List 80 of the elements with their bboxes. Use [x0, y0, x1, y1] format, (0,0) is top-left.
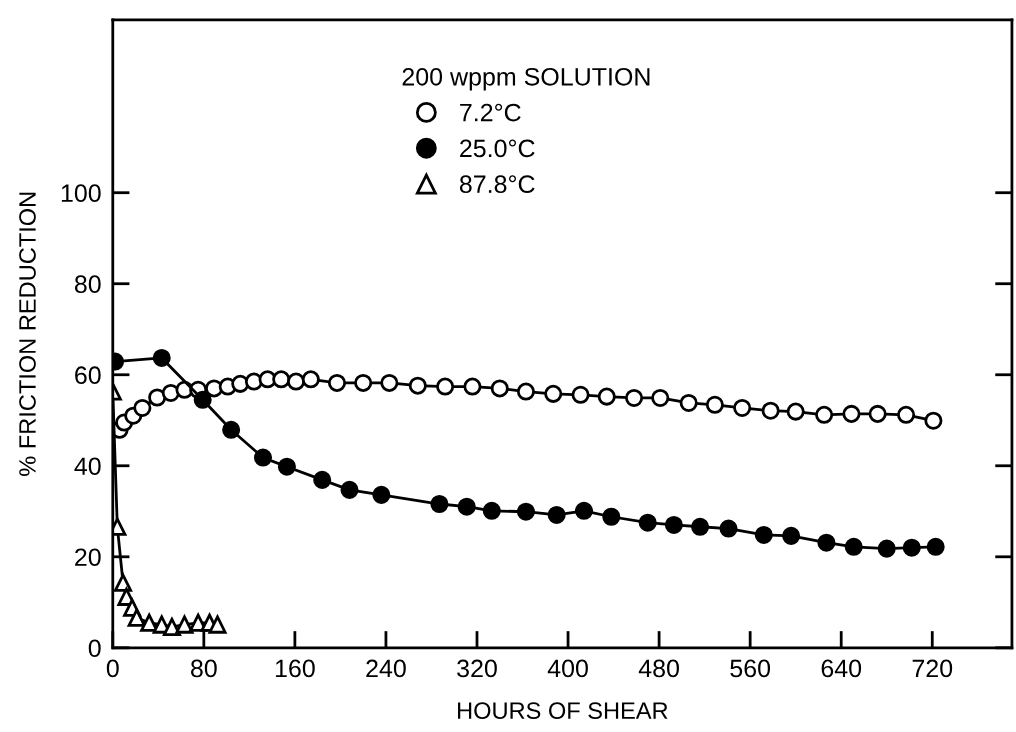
point: [272, 370, 291, 389]
y-tick-label: 80: [74, 275, 101, 294]
x-axis-title: HOURS OF SHEAR: [458, 702, 668, 720]
point: [313, 470, 332, 489]
point: [679, 393, 698, 412]
point: [301, 370, 320, 389]
y-tick-label: 40: [74, 457, 101, 476]
x-tick-label: 400: [547, 659, 588, 678]
point: [625, 388, 644, 407]
point: [868, 404, 887, 423]
point: [457, 497, 476, 516]
point: [463, 377, 482, 396]
point: [175, 615, 194, 634]
point: [482, 501, 501, 520]
point: [719, 519, 738, 538]
point: [286, 372, 306, 391]
point: [516, 502, 535, 521]
point: [815, 405, 834, 424]
point: [408, 376, 427, 395]
point: [571, 385, 590, 404]
point: [926, 537, 945, 556]
point: [651, 388, 670, 407]
point: [597, 387, 616, 406]
point: [354, 373, 373, 392]
point: [754, 525, 773, 544]
point: [761, 401, 780, 420]
point: [253, 448, 273, 467]
point: [152, 348, 171, 367]
point: [133, 398, 152, 417]
point: [817, 533, 836, 552]
point: [208, 615, 227, 634]
x-tick-label: 240: [366, 659, 406, 678]
x-tick-label: 560: [730, 659, 771, 678]
point: [844, 537, 863, 556]
x-tick-label: 720: [912, 659, 953, 678]
point: [436, 377, 455, 396]
point: [786, 402, 805, 421]
legend-label: 7.2°C: [460, 103, 521, 122]
point: [733, 398, 752, 417]
point: [372, 485, 391, 504]
legend-title: 200 wppm SOLUTION: [402, 67, 650, 91]
point: [544, 384, 563, 403]
x-tick-label: 0: [106, 659, 119, 678]
point: [340, 480, 359, 499]
y-tick-label: 60: [75, 366, 101, 385]
point: [127, 608, 146, 627]
point: [380, 373, 399, 392]
point: [113, 573, 133, 592]
point: [924, 411, 943, 430]
point: [705, 395, 724, 414]
x-tick-label: 640: [821, 659, 862, 678]
point: [664, 515, 683, 534]
x-tick-label: 320: [457, 659, 497, 678]
point: [222, 420, 241, 439]
point: [430, 494, 449, 514]
point: [516, 382, 535, 401]
point: [162, 617, 181, 636]
y-tick-label: 0: [88, 639, 101, 658]
point: [782, 526, 801, 545]
point: [490, 379, 509, 398]
x-tick-label: 80: [191, 659, 217, 678]
legend-label: 87.8°C: [459, 175, 535, 194]
point: [877, 539, 896, 558]
point: [638, 513, 657, 532]
y-tick-label: 20: [75, 548, 101, 567]
point: [602, 507, 621, 526]
point: [897, 405, 916, 424]
point: [547, 505, 566, 524]
point: [327, 373, 347, 392]
x-tick-label: 160: [275, 659, 315, 678]
point: [902, 538, 921, 557]
y-axis-title: % FRICTION REDUCTION: [19, 192, 36, 476]
point: [277, 457, 296, 476]
point: [842, 404, 861, 423]
legend-label: 25.0°C: [460, 139, 535, 158]
point: [574, 501, 594, 520]
point: [691, 517, 710, 536]
y-tick-label: 100: [61, 184, 101, 203]
x-tick-label: 480: [638, 659, 679, 678]
point: [193, 390, 212, 409]
